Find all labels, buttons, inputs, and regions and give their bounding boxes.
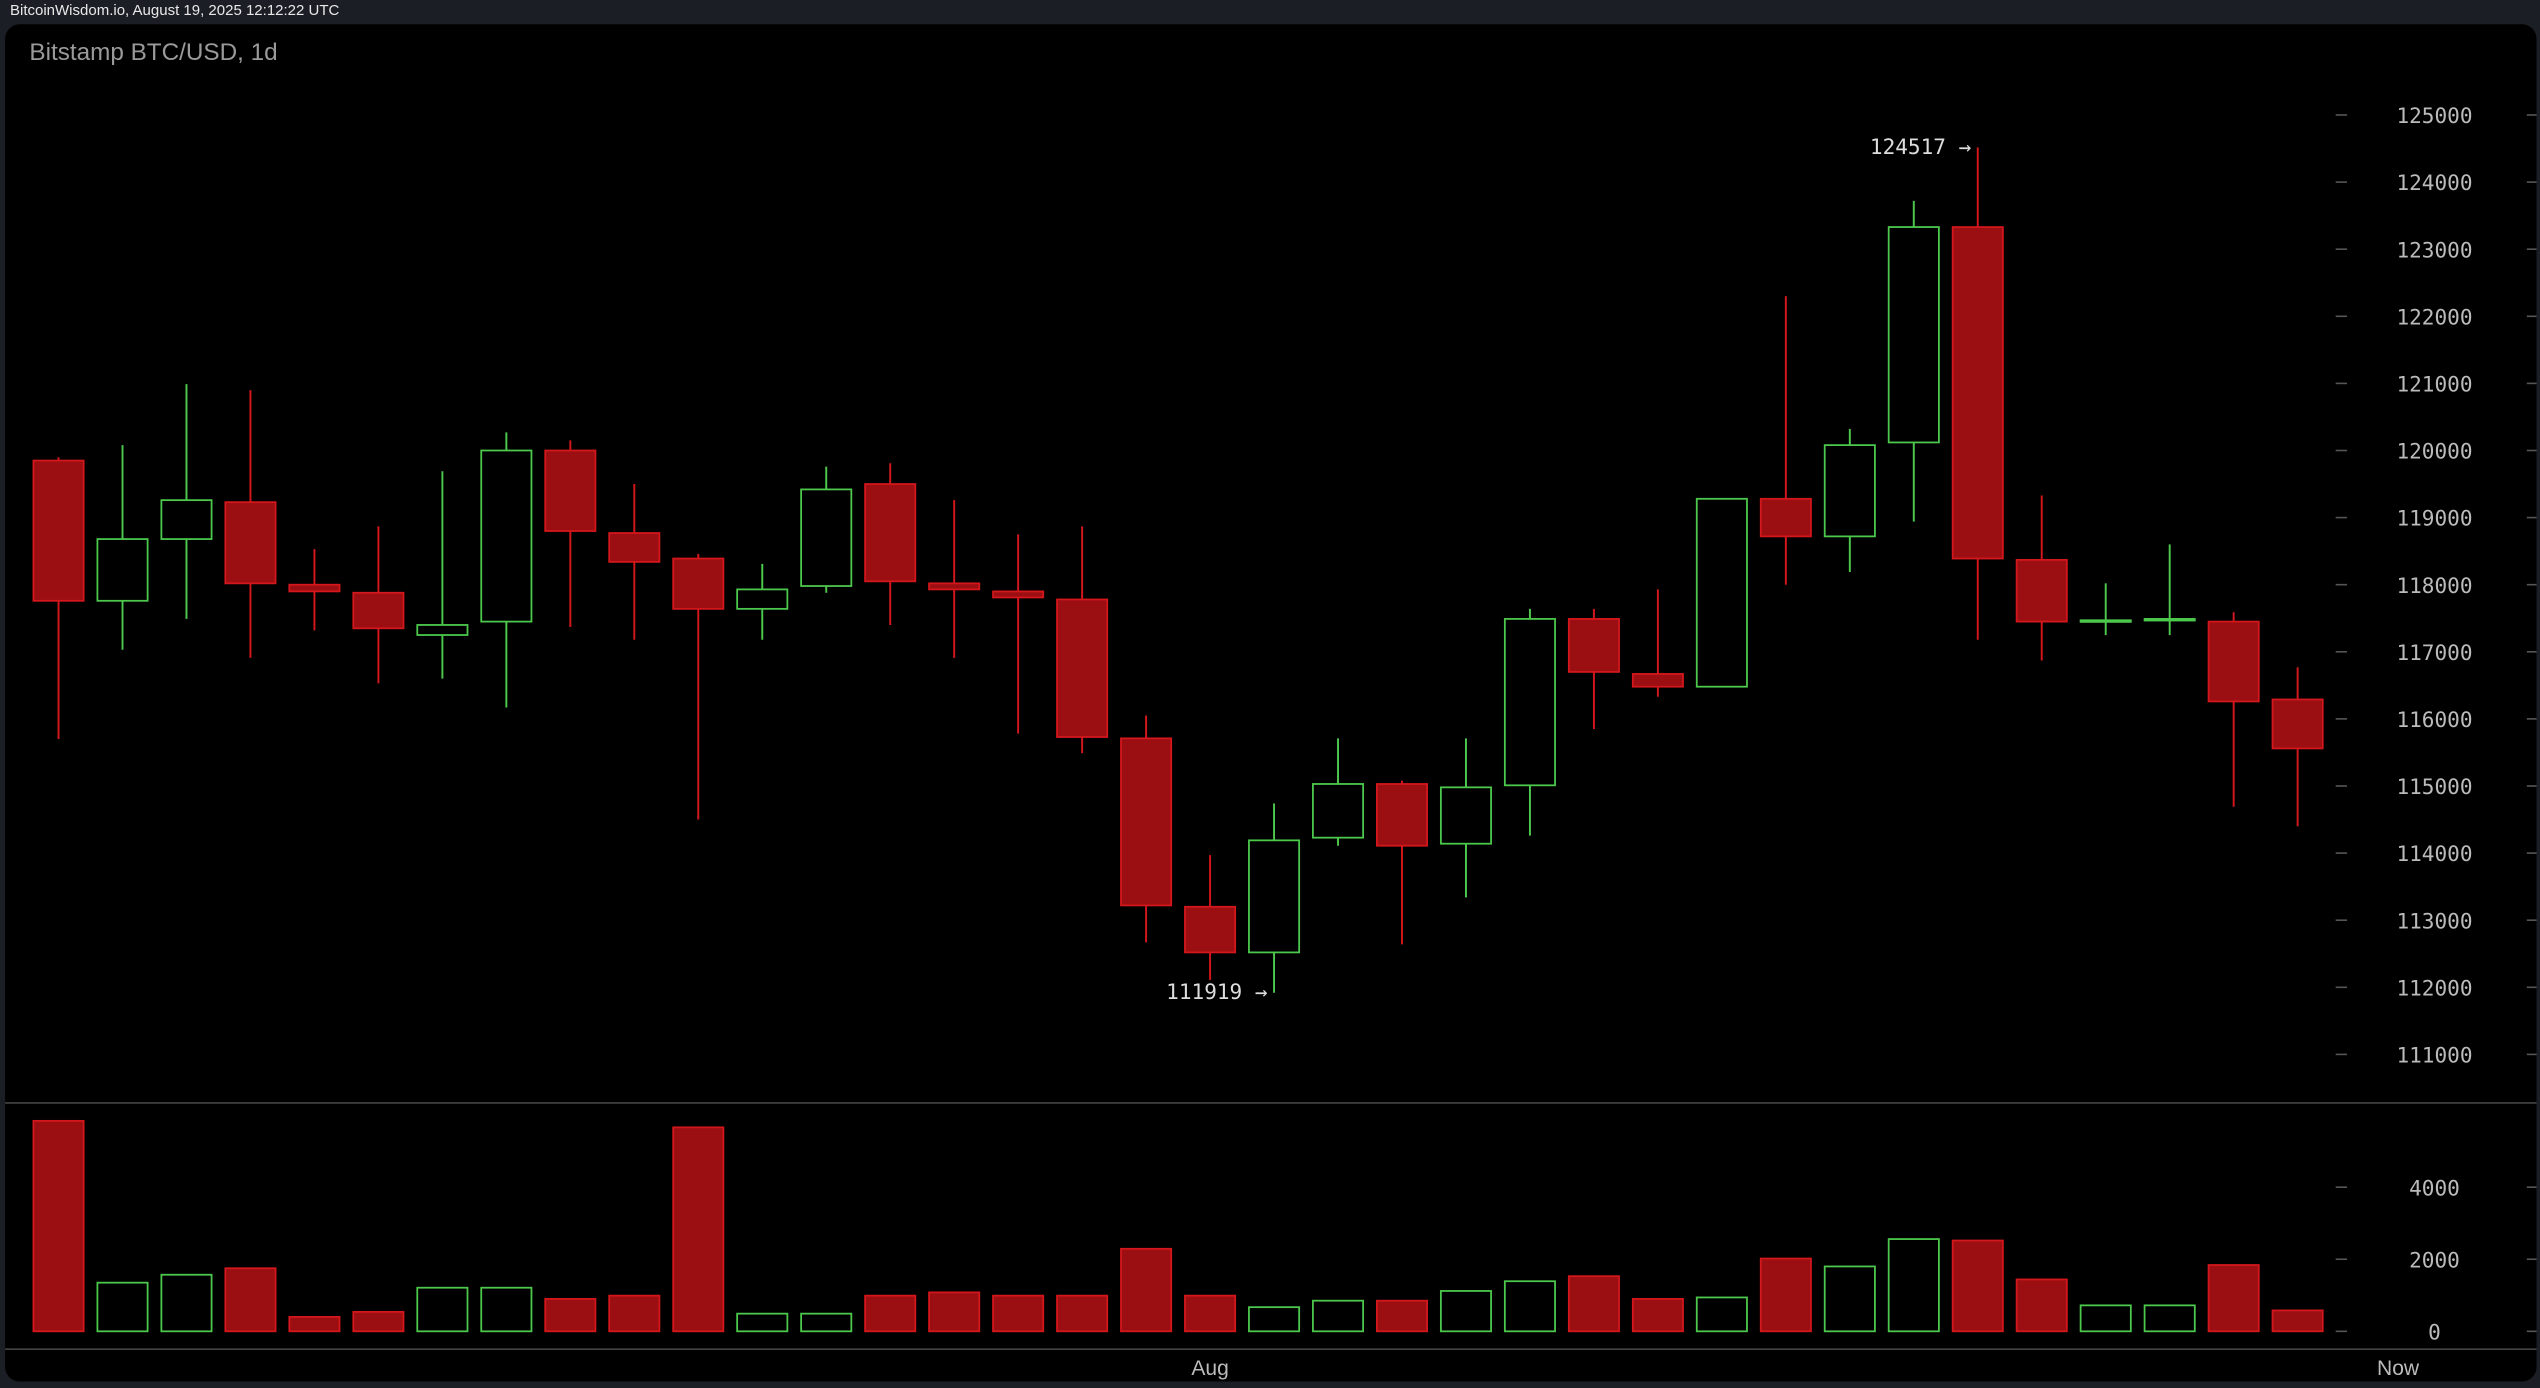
- volume-bar: [96, 1281, 149, 1333]
- candle-body-down: [1184, 905, 1237, 954]
- price-tick-label: 112000: [2396, 975, 2472, 1000]
- high-price-annotation: 124517 →: [1870, 134, 1971, 159]
- volume-bar: [1439, 1290, 1492, 1333]
- low-price-annotation: 111919 →: [1166, 979, 1267, 1004]
- volume-bar: [2143, 1304, 2196, 1333]
- candle-body-down: [1056, 598, 1109, 738]
- candle-body-up: [2079, 619, 2132, 623]
- candle-body-up: [1439, 786, 1492, 845]
- price-tick-label: 118000: [2396, 573, 2472, 598]
- volume-bar: [1695, 1296, 1748, 1333]
- price-tick-label: 124000: [2396, 170, 2472, 195]
- candle-body-up: [736, 588, 789, 610]
- candle-body-up: [2143, 618, 2196, 622]
- price-tick-label: 115000: [2396, 774, 2472, 799]
- candle-body-up: [1695, 497, 1748, 688]
- candle-body-up: [1887, 226, 1940, 444]
- volume-bar: [224, 1267, 277, 1333]
- candle-body-up: [1312, 783, 1365, 839]
- price-tick-label: 116000: [2396, 707, 2472, 732]
- candle-body-down: [864, 483, 917, 583]
- volume-bar: [416, 1286, 469, 1333]
- volume-bar: [32, 1119, 85, 1333]
- volume-bar: [1951, 1239, 2004, 1333]
- candle-body-up: [1503, 618, 1556, 787]
- volume-bar: [864, 1294, 917, 1333]
- price-tick-label: 119000: [2396, 506, 2472, 531]
- volume-bar: [352, 1310, 405, 1333]
- volume-bar: [672, 1126, 725, 1333]
- volume-bar: [2207, 1264, 2260, 1333]
- volume-bar: [1312, 1299, 1365, 1333]
- volume-tick-label: 0: [2428, 1319, 2441, 1344]
- volume-bar: [544, 1297, 597, 1333]
- candle-body-down: [2271, 698, 2324, 750]
- candle-body-down: [1631, 673, 1684, 688]
- candle-body-up: [96, 538, 149, 602]
- candle-body-down: [672, 557, 725, 610]
- candle-body-down: [1951, 226, 2004, 560]
- price-tick-label: 111000: [2396, 1042, 2472, 1067]
- price-tick-label: 125000: [2396, 103, 2472, 128]
- candle-body-down: [2207, 620, 2260, 703]
- volume-bar: [1887, 1238, 1940, 1333]
- price-tick-label: 122000: [2396, 304, 2472, 329]
- candle-body-up: [480, 449, 533, 623]
- candle-body-down: [992, 590, 1045, 599]
- price-tick-label: 113000: [2396, 908, 2472, 933]
- candle-body-up: [800, 488, 853, 587]
- candle-body-down: [1120, 737, 1173, 907]
- volume-bar: [1567, 1275, 1620, 1333]
- price-tick-label: 117000: [2396, 640, 2472, 665]
- time-axis-label-now: Now: [2377, 1357, 2420, 1380]
- candle-body-up: [160, 499, 213, 540]
- candle-body-down: [608, 532, 661, 563]
- volume-bar: [288, 1316, 341, 1333]
- candle-body-down: [1567, 618, 1620, 673]
- volume-bar: [1184, 1294, 1237, 1333]
- chart-panel: [5, 24, 2537, 1382]
- price-tick-label: 114000: [2396, 841, 2472, 866]
- volume-bar: [608, 1294, 661, 1333]
- volume-tick-label: 4000: [2409, 1175, 2460, 1200]
- candle-body-down: [1376, 783, 1428, 847]
- volume-bar: [1503, 1280, 1556, 1333]
- volume-bar: [2015, 1278, 2068, 1333]
- candle-body-down: [224, 501, 277, 585]
- volume-bar: [160, 1273, 213, 1333]
- volume-bar: [1631, 1297, 1684, 1333]
- volume-bar: [1248, 1306, 1301, 1333]
- volume-tick-label: 2000: [2409, 1247, 2460, 1272]
- candle-body-up: [1248, 839, 1301, 954]
- volume-bar: [1823, 1265, 1876, 1333]
- candle-body-down: [288, 583, 341, 593]
- candle-body-down: [2015, 558, 2068, 623]
- volume-bar: [736, 1312, 789, 1333]
- candle-body-up: [416, 624, 469, 636]
- candle-body-up: [1823, 444, 1876, 538]
- candle-body-down: [32, 459, 85, 602]
- volume-bar: [1056, 1294, 1109, 1333]
- candle-body-down: [352, 591, 405, 630]
- volume-bar: [928, 1291, 981, 1333]
- volume-bar: [480, 1286, 533, 1333]
- candle-body-down: [544, 449, 597, 532]
- volume-bar: [1759, 1257, 1812, 1333]
- volume-bar: [1376, 1299, 1428, 1333]
- volume-bar: [800, 1312, 853, 1333]
- time-axis-label-aug: Aug: [1191, 1357, 1228, 1380]
- candle-body-down: [928, 582, 981, 591]
- candle-body-down: [1759, 497, 1812, 538]
- price-tick-label: 123000: [2396, 237, 2472, 262]
- price-tick-label: 120000: [2396, 439, 2472, 464]
- chart-title: Bitstamp BTC/USD, 1d: [29, 39, 277, 66]
- source-timestamp: BitcoinWisdom.io, August 19, 2025 12:12:…: [10, 2, 340, 19]
- volume-bar: [992, 1294, 1045, 1333]
- volume-bar: [1120, 1247, 1173, 1333]
- volume-bar: [2079, 1304, 2132, 1333]
- volume-bar: [2271, 1309, 2324, 1333]
- price-tick-label: 121000: [2396, 371, 2472, 396]
